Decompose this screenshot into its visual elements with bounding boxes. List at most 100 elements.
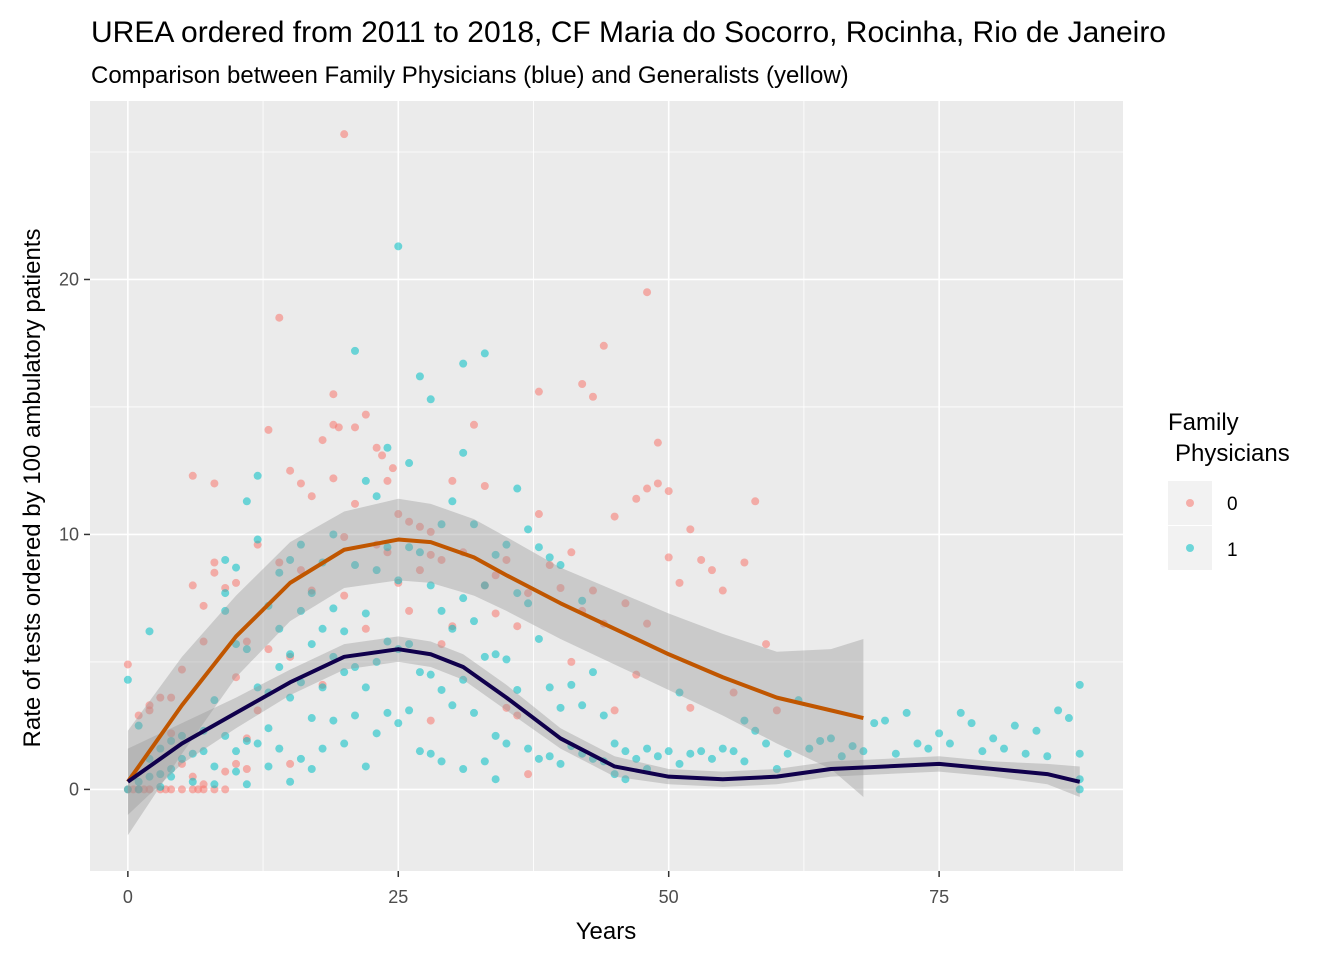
- data-point-1: [253, 471, 262, 480]
- data-point-1: [491, 775, 500, 784]
- data-point-0: [242, 637, 251, 646]
- data-point-1: [383, 543, 392, 552]
- y-tick-label: 10: [59, 524, 79, 544]
- data-point-1: [848, 742, 857, 751]
- data-point-0: [448, 476, 457, 485]
- data-point-1: [459, 675, 468, 684]
- data-point-1: [340, 668, 349, 677]
- legend-label-0: 0: [1227, 494, 1238, 515]
- data-point-1: [1032, 726, 1041, 735]
- data-point-1: [307, 589, 316, 598]
- data-point-0: [232, 759, 241, 768]
- data-point-0: [199, 601, 208, 610]
- data-point-1: [502, 540, 511, 549]
- data-point-0: [296, 566, 305, 575]
- data-point-1: [232, 747, 241, 756]
- data-point-1: [502, 655, 511, 664]
- data-point-1: [459, 765, 468, 774]
- chart-subtitle: Comparison between Family Physicians (bl…: [91, 62, 849, 89]
- data-point-0: [599, 341, 608, 350]
- data-point-0: [405, 606, 414, 615]
- data-point-0: [643, 288, 652, 297]
- data-point-1: [394, 719, 403, 728]
- data-point-1: [567, 680, 576, 689]
- data-point-1: [599, 711, 608, 720]
- data-point-1: [556, 703, 565, 712]
- axis-ticks: 0 25 50 75 0 10 20: [59, 269, 949, 907]
- data-point-1: [340, 627, 349, 636]
- data-point-1: [405, 706, 414, 715]
- data-point-0: [296, 479, 305, 488]
- data-point-0: [653, 479, 662, 488]
- data-point-0: [275, 313, 284, 322]
- data-point-1: [361, 476, 370, 485]
- data-point-1: [415, 372, 424, 381]
- x-tick-label: 0: [123, 887, 133, 907]
- data-point-1: [524, 599, 533, 608]
- data-point-1: [448, 497, 457, 506]
- data-point-1: [415, 668, 424, 677]
- data-point-1: [556, 561, 565, 570]
- data-point-0: [167, 729, 176, 738]
- data-point-0: [372, 443, 381, 452]
- data-point-1: [956, 708, 965, 717]
- data-point-1: [924, 744, 933, 753]
- data-point-1: [361, 609, 370, 618]
- data-point-0: [351, 423, 360, 432]
- data-point-0: [188, 471, 197, 480]
- grid: [90, 101, 1123, 871]
- data-point-1: [902, 708, 911, 717]
- data-point-1: [221, 606, 230, 615]
- x-axis-title: Years: [576, 918, 637, 945]
- data-point-1: [480, 652, 489, 661]
- data-point-1: [513, 685, 522, 694]
- data-point-0: [378, 451, 387, 460]
- data-point-0: [567, 657, 576, 666]
- data-point-1: [351, 663, 360, 672]
- data-point-1: [156, 770, 165, 779]
- data-point-1: [783, 749, 792, 758]
- data-point-1: [286, 555, 295, 564]
- data-point-0: [545, 561, 554, 570]
- data-point-0: [177, 665, 186, 674]
- x-tick-label: 25: [388, 887, 408, 907]
- data-point-1: [664, 747, 673, 756]
- data-point-0: [242, 765, 251, 774]
- data-point-1: [264, 762, 273, 771]
- data-point-1: [610, 770, 619, 779]
- data-point-1: [491, 550, 500, 559]
- data-point-1: [405, 543, 414, 552]
- legend-key-0-point: [1186, 499, 1194, 507]
- data-point-1: [578, 701, 587, 710]
- data-point-1: [978, 747, 987, 756]
- data-point-1: [177, 754, 186, 763]
- data-point-0: [286, 466, 295, 475]
- data-point-1: [459, 594, 468, 603]
- data-point-0: [210, 479, 219, 488]
- data-point-0: [307, 492, 316, 501]
- data-point-0: [491, 571, 500, 580]
- data-point-1: [394, 242, 403, 251]
- data-point-1: [242, 497, 251, 506]
- smooth-line-1: [126, 647, 1081, 784]
- data-point-1: [383, 443, 392, 452]
- data-point-1: [469, 617, 478, 626]
- data-point-1: [469, 708, 478, 717]
- data-point-0: [361, 624, 370, 633]
- data-point-1: [123, 675, 132, 684]
- data-point-0: [199, 637, 208, 646]
- points-layer: [123, 130, 1084, 794]
- data-point-0: [415, 566, 424, 575]
- data-point-1: [967, 719, 976, 728]
- data-point-0: [686, 525, 695, 534]
- data-point-1: [296, 606, 305, 615]
- data-point-1: [1054, 706, 1063, 715]
- data-point-0: [334, 423, 343, 432]
- data-point-0: [405, 517, 414, 526]
- data-point-0: [177, 785, 186, 794]
- data-point-0: [156, 693, 165, 702]
- data-point-1: [480, 349, 489, 358]
- data-point-1: [199, 747, 208, 756]
- data-point-1: [232, 767, 241, 776]
- data-point-0: [145, 701, 154, 710]
